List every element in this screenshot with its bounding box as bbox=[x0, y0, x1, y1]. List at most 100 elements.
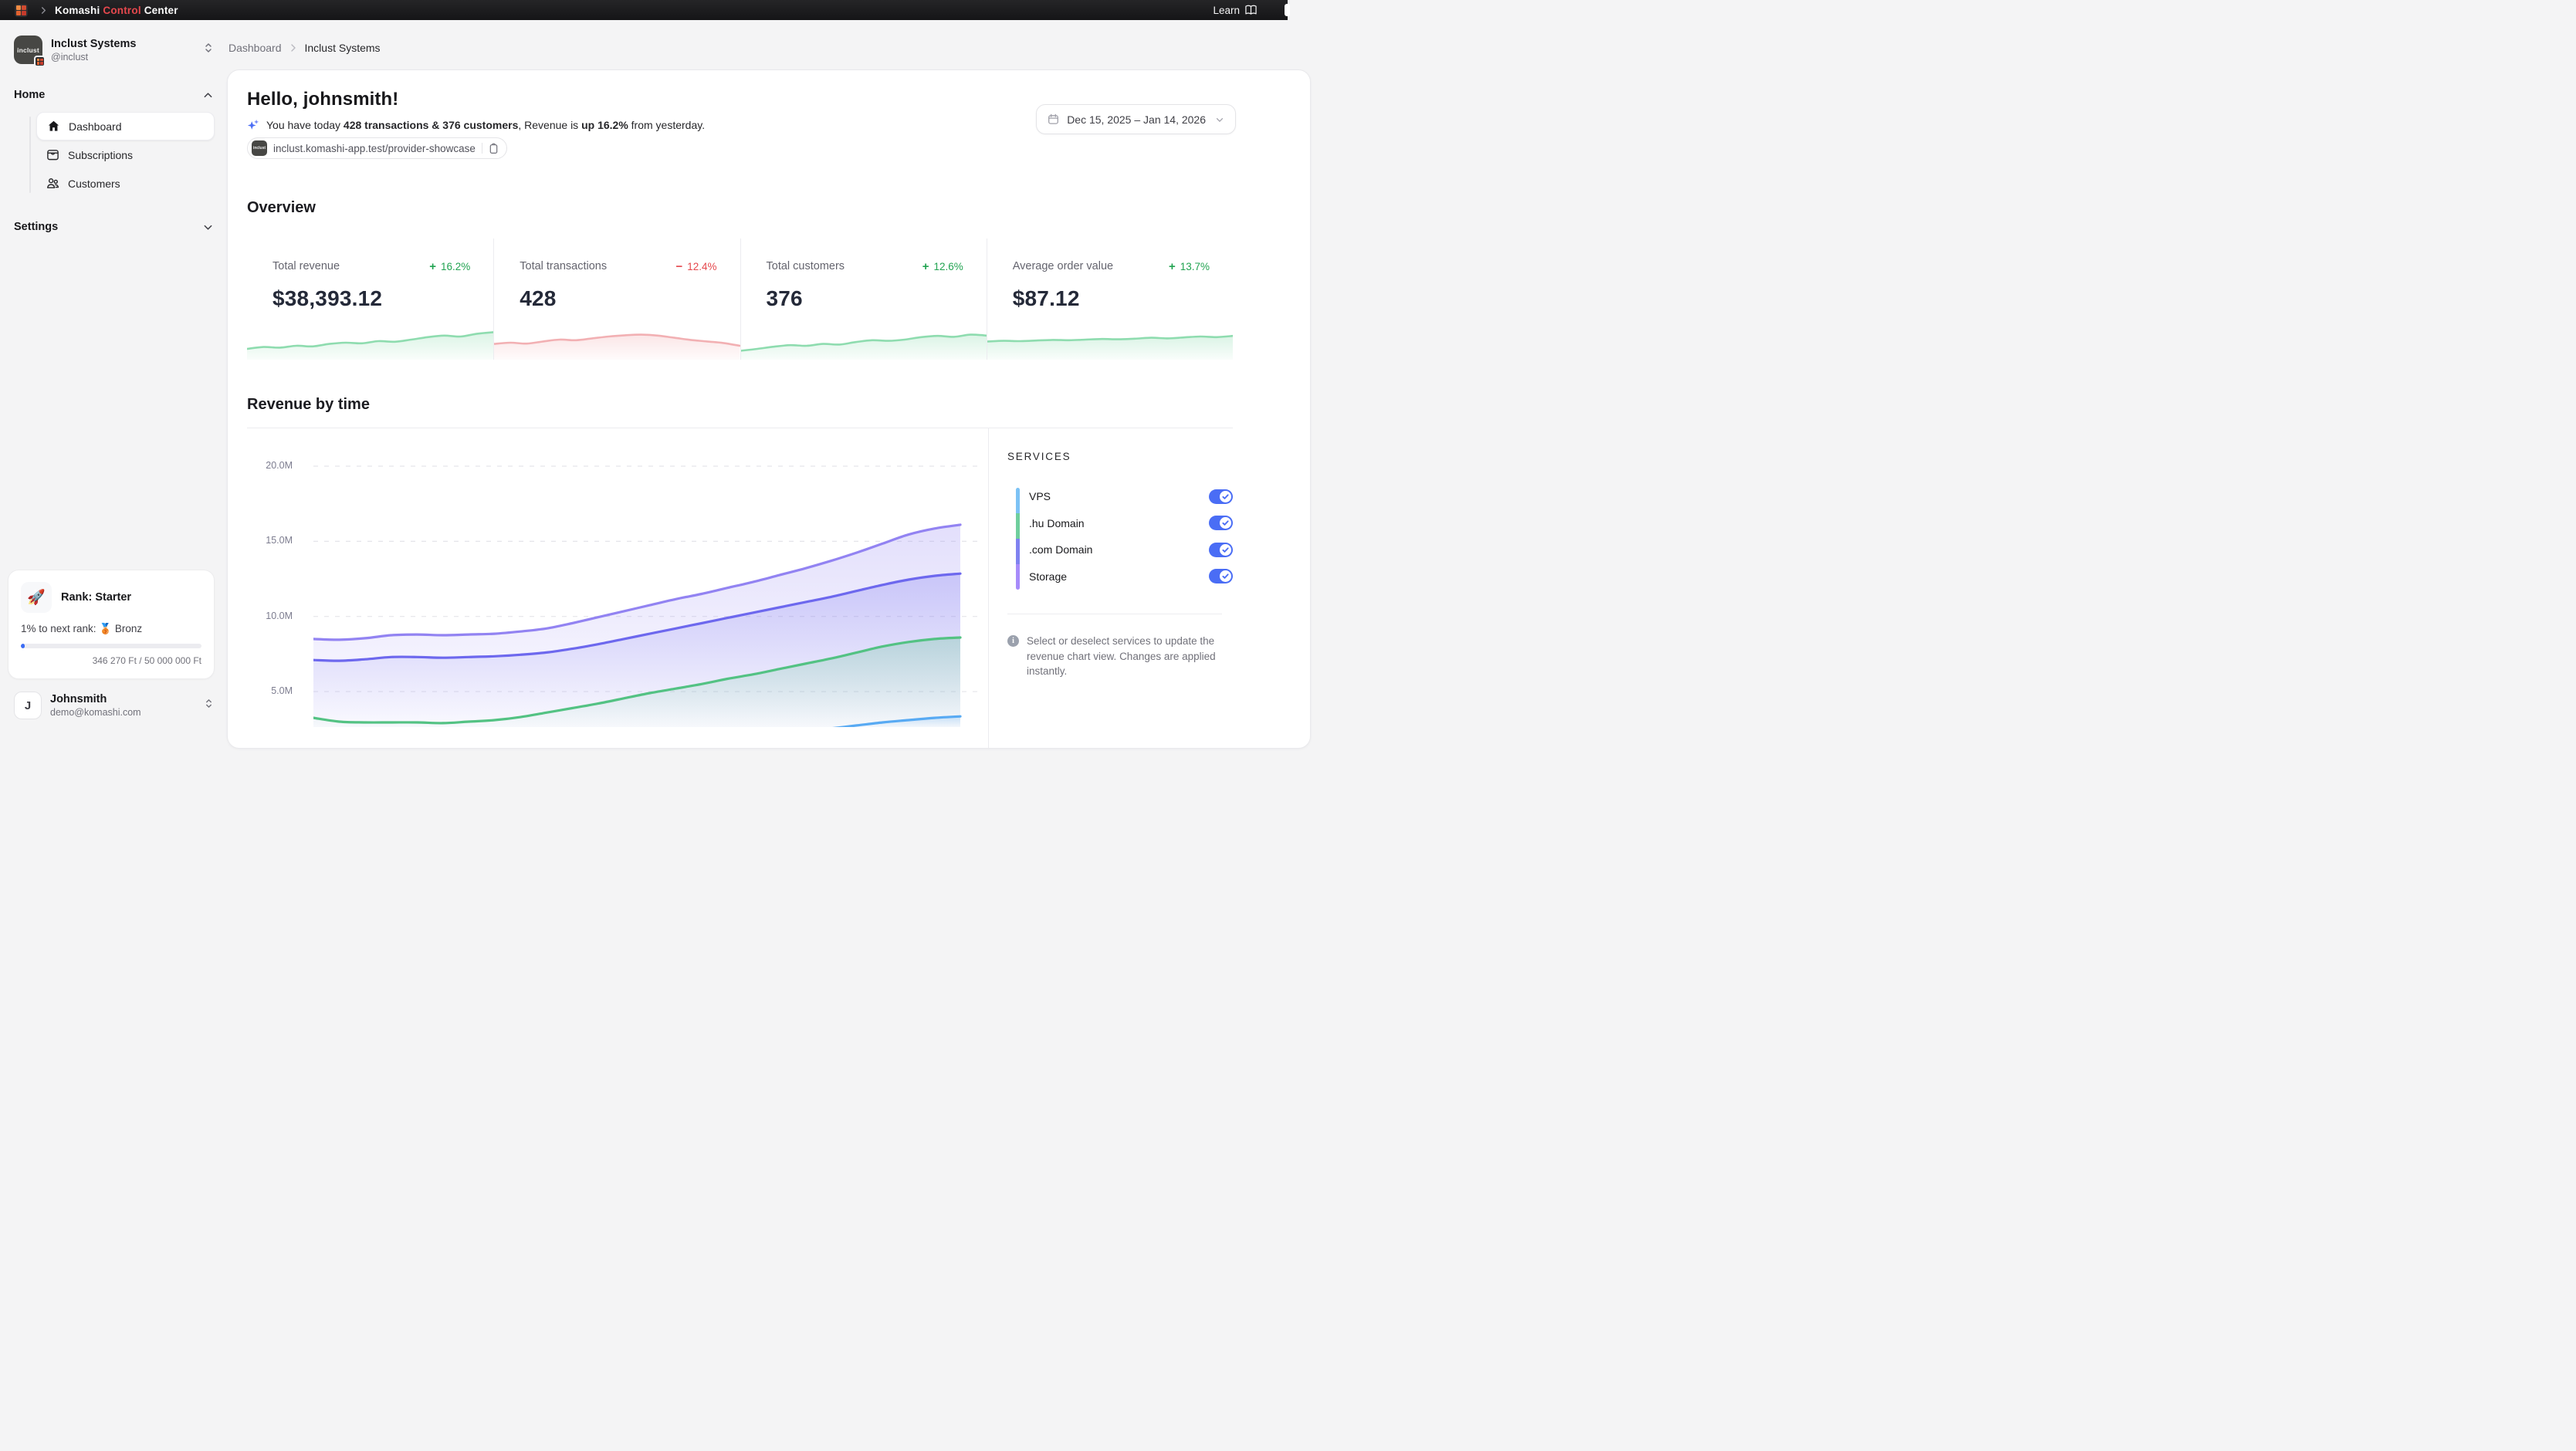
user-name: Johnsmith bbox=[50, 693, 107, 705]
plus-icon: + bbox=[429, 260, 436, 273]
rank-progress-label: 1% to next rank: 🥉 Bronz bbox=[21, 623, 143, 634]
org-handle: @inclust bbox=[51, 51, 89, 63]
chevron-up-icon bbox=[203, 90, 213, 100]
stat-label: Total transactions bbox=[520, 260, 608, 272]
url-text: inclust.komashi-app.test/provider-showca… bbox=[273, 142, 476, 154]
service-row-storage: Storage bbox=[1029, 563, 1233, 590]
rank-progress-amount: 346 270 Ft / 50 000 000 Ft bbox=[92, 655, 201, 666]
stat-label: Total revenue bbox=[272, 260, 340, 272]
ai-summary: You have today 428 transactions & 376 cu… bbox=[247, 119, 705, 131]
medal-icon: 🥉 bbox=[99, 623, 113, 634]
overview-cards: Total revenue +16.2% $38,393.12 Total tr… bbox=[247, 238, 1233, 360]
stat-label: Total customers bbox=[766, 260, 845, 272]
copy-icon[interactable] bbox=[489, 143, 499, 154]
date-range-picker[interactable]: Dec 15, 2025 – Jan 14, 2026 bbox=[1036, 104, 1236, 134]
learn-link[interactable]: Learn bbox=[1213, 5, 1257, 16]
y-axis-tick-label: 10.0M bbox=[266, 610, 293, 621]
chevron-down-icon bbox=[203, 222, 213, 232]
org-avatar: inclust bbox=[14, 36, 46, 67]
sparkline-chart bbox=[494, 333, 740, 360]
stat-label: Average order value bbox=[1012, 260, 1114, 272]
nav-guide-line bbox=[29, 117, 31, 193]
sidebar-item-customers[interactable]: Customers bbox=[36, 169, 215, 198]
minus-icon: − bbox=[675, 260, 683, 273]
main-area: Dashboard Inclust Systems Hello, johnsmi… bbox=[227, 20, 1311, 749]
org-mini-avatar: inclust bbox=[252, 140, 267, 156]
sparkline-chart bbox=[740, 333, 987, 360]
user-email: demo@komashi.com bbox=[50, 707, 141, 718]
breadcrumb-dashboard[interactable]: Dashboard bbox=[228, 42, 282, 54]
stat-card-total-revenue: Total revenue +16.2% $38,393.12 bbox=[247, 238, 494, 360]
home-icon bbox=[46, 120, 60, 133]
chevron-right-icon bbox=[289, 44, 297, 52]
stat-delta: +13.7% bbox=[1168, 260, 1210, 273]
org-name: Inclust Systems bbox=[51, 37, 137, 50]
plus-icon: + bbox=[922, 260, 929, 273]
calendar-icon bbox=[1048, 113, 1059, 125]
plus-icon: + bbox=[1168, 260, 1176, 273]
sparkline-chart bbox=[987, 334, 1233, 360]
komashi-logo-icon[interactable] bbox=[15, 3, 28, 17]
sidebar-section-home[interactable]: Home bbox=[12, 89, 215, 101]
revenue-area-chart bbox=[313, 465, 977, 727]
chevron-down-icon bbox=[1215, 115, 1224, 124]
rocket-icon: 🚀 bbox=[21, 582, 52, 613]
sidebar-section-settings[interactable]: Settings bbox=[12, 221, 215, 233]
breadcrumb-current: Inclust Systems bbox=[304, 42, 381, 54]
sidebar-nav: Dashboard Subscriptions Customers bbox=[29, 112, 215, 198]
user-avatar: J bbox=[14, 692, 42, 719]
rank-title: Rank: Starter bbox=[61, 591, 132, 604]
chevron-right-icon bbox=[40, 6, 47, 14]
section-title-revenue: Revenue by time bbox=[247, 396, 370, 413]
nav-label: Dashboard bbox=[69, 120, 122, 133]
sidebar-item-subscriptions[interactable]: Subscriptions bbox=[36, 140, 215, 169]
toggle-storage[interactable] bbox=[1209, 569, 1233, 584]
service-row-hu-domain: .hu Domain bbox=[1029, 510, 1233, 537]
toggle-com-domain[interactable] bbox=[1209, 542, 1233, 557]
app-title: Komashi Control Center bbox=[55, 4, 178, 16]
sidebar-item-dashboard[interactable]: Dashboard bbox=[36, 112, 215, 140]
services-panel: SERVICES VPS .hu Domain .com Domain bbox=[1007, 428, 1233, 748]
toggle-hu-domain[interactable] bbox=[1209, 516, 1233, 531]
stat-card-total-transactions: Total transactions −12.4% 428 bbox=[493, 238, 740, 360]
sparkles-icon bbox=[247, 119, 259, 130]
rank-progress-bar bbox=[21, 644, 201, 648]
service-row-com-domain: .com Domain bbox=[1029, 536, 1233, 563]
nav-label: Subscriptions bbox=[68, 148, 134, 161]
breadcrumb: Dashboard Inclust Systems bbox=[228, 42, 381, 54]
stat-delta: +12.6% bbox=[922, 260, 963, 273]
chevron-up-down-icon bbox=[205, 698, 213, 713]
sparkline-chart bbox=[247, 331, 494, 360]
org-switcher[interactable]: inclust Inclust Systems @inclust bbox=[12, 34, 215, 67]
services-title: SERVICES bbox=[1007, 451, 1071, 462]
services-color-bar bbox=[1016, 488, 1020, 590]
rank-progress-fill bbox=[21, 644, 25, 648]
info-icon: i bbox=[1007, 635, 1019, 647]
storefront-url[interactable]: inclust inclust.komashi-app.test/provide… bbox=[247, 137, 507, 159]
stat-value: $38,393.12 bbox=[272, 286, 383, 310]
user-menu[interactable]: J Johnsmith demo@komashi.com bbox=[12, 690, 215, 721]
komashi-badge-icon bbox=[34, 56, 46, 67]
stat-delta: +16.2% bbox=[429, 260, 471, 273]
top-bar: Komashi Control Center Learn bbox=[0, 0, 1290, 20]
toggle-vps[interactable] bbox=[1209, 489, 1233, 504]
users-icon bbox=[46, 177, 59, 190]
y-axis-tick-label: 5.0M bbox=[271, 685, 293, 697]
stat-value: 376 bbox=[766, 286, 803, 310]
subscriptions-icon bbox=[46, 148, 59, 161]
nav-label: Customers bbox=[68, 177, 120, 190]
dashboard-card: Hello, johnsmith! You have today 428 tra… bbox=[227, 69, 1311, 749]
chevron-up-down-icon bbox=[204, 42, 213, 58]
revenue-chart-area: 20.0M 15.0M 10.0M 5.0M bbox=[228, 428, 988, 748]
cutoff-toolbar-element bbox=[1285, 4, 1290, 16]
y-axis-tick-label: 15.0M bbox=[266, 535, 293, 546]
stat-card-total-customers: Total customers +12.6% 376 bbox=[740, 238, 987, 360]
service-row-vps: VPS bbox=[1029, 483, 1233, 510]
section-title-overview: Overview bbox=[247, 199, 316, 216]
y-axis-tick-label: 20.0M bbox=[266, 460, 293, 471]
date-range-value: Dec 15, 2025 – Jan 14, 2026 bbox=[1067, 113, 1206, 126]
sidebar: inclust Inclust Systems @inclust Home bbox=[0, 20, 227, 726]
stat-value: 428 bbox=[520, 286, 557, 310]
rank-card: 🚀 Rank: Starter 1% to next rank: 🥉 Bronz… bbox=[8, 570, 215, 679]
stat-delta: −12.4% bbox=[675, 260, 717, 273]
